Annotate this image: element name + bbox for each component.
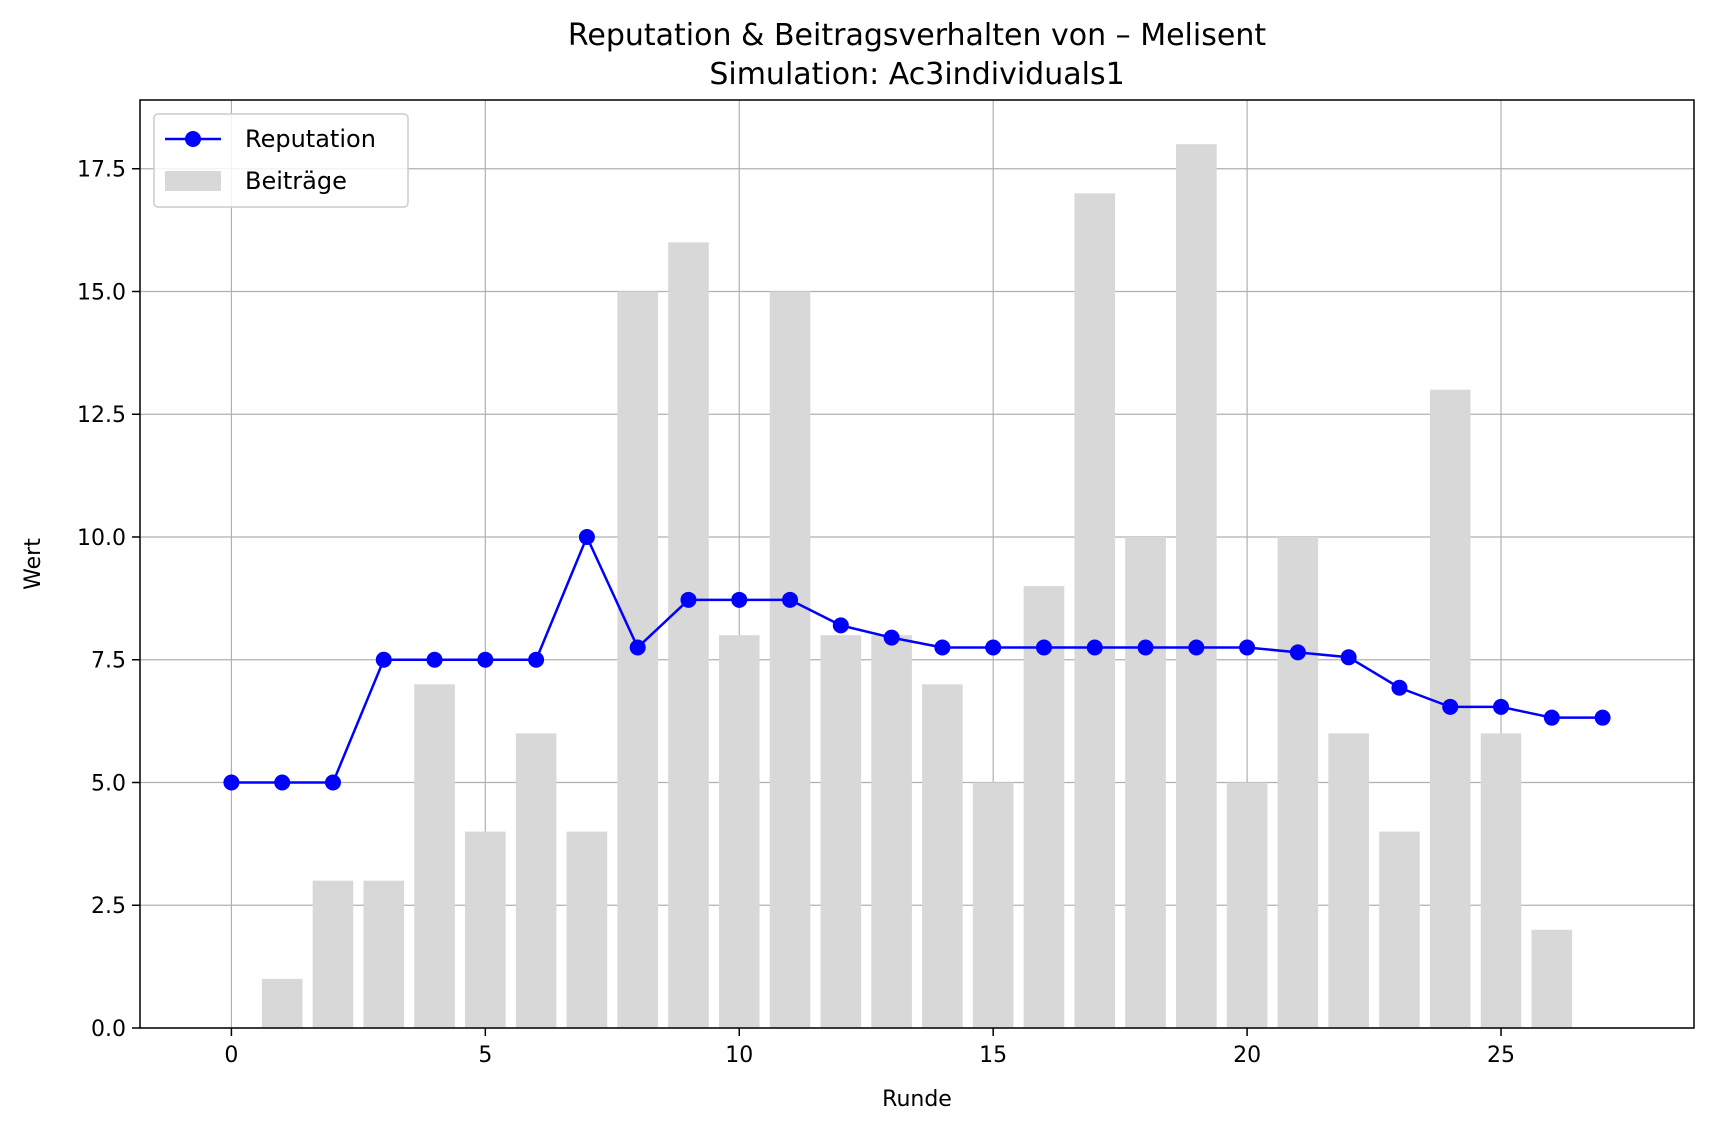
- contribution-bar: [465, 831, 506, 1028]
- reputation-point: [1289, 644, 1306, 661]
- chart-title: Reputation & Beitragsverhalten von – Mel…: [568, 18, 1266, 53]
- contribution-bar: [566, 831, 608, 1028]
- contribution-bar: [1531, 929, 1573, 1028]
- reputation-line: [231, 535, 1603, 784]
- contribution-bar: [1176, 144, 1217, 1028]
- reputation-point: [1391, 679, 1408, 696]
- reputation-point: [1035, 639, 1052, 656]
- y-axis-label: Wert: [21, 538, 46, 590]
- legend-reputation-label: Reputation: [245, 125, 376, 153]
- contribution-bar: [1125, 536, 1166, 1028]
- reputation-point: [832, 617, 849, 634]
- y-tick-label: 15.0: [77, 280, 126, 305]
- contribution-bar: [1074, 193, 1116, 1028]
- contribution-bar: [312, 880, 354, 1028]
- reputation-point: [223, 774, 240, 791]
- x-tick-label: 15: [979, 1043, 1007, 1068]
- contribution-bar: [1226, 782, 1268, 1028]
- reputation-point: [782, 591, 799, 608]
- y-axis-ticks: 0.0 2.5 5.0 7.5 10.0 12.5 15.0 17.5: [77, 158, 140, 1042]
- contribution-bar: [617, 291, 658, 1028]
- reputation-point: [426, 651, 443, 668]
- contribution-bar: [972, 782, 1014, 1028]
- legend-contributions-swatch: [165, 171, 221, 191]
- contribution-bar: [1023, 586, 1065, 1028]
- x-tick-label: 20: [1233, 1043, 1261, 1068]
- y-tick-label: 0.0: [91, 1017, 126, 1042]
- chart-subtitle: Simulation: Ac3individuals1: [709, 57, 1124, 92]
- contribution-bar: [414, 684, 455, 1028]
- contribution-bar: [820, 635, 862, 1028]
- y-tick-label: 5.0: [91, 771, 126, 796]
- contribution-bar: [922, 684, 963, 1028]
- reputation-series: [223, 528, 1611, 791]
- reputation-point: [1340, 649, 1357, 666]
- reputation-point: [1543, 709, 1560, 726]
- contribution-bar: [363, 880, 405, 1028]
- legend: Reputation Beiträge: [153, 113, 409, 208]
- contribution-bar: [1379, 831, 1420, 1028]
- x-axis-label: Runde: [882, 1087, 952, 1112]
- reputation-point: [731, 591, 748, 608]
- reputation-point: [477, 651, 494, 668]
- reputation-point: [883, 629, 900, 646]
- y-tick-label: 10.0: [77, 526, 126, 551]
- y-tick-label: 2.5: [91, 894, 126, 919]
- reputation-point: [1594, 709, 1611, 726]
- reputation-point: [1239, 639, 1256, 656]
- y-tick-label: 12.5: [77, 403, 126, 428]
- x-tick-label: 0: [224, 1043, 238, 1068]
- reputation-point: [578, 528, 595, 545]
- reputation-point: [375, 651, 392, 668]
- contribution-bar: [1328, 733, 1369, 1028]
- contribution-bar: [1277, 536, 1319, 1028]
- reputation-point: [1137, 639, 1154, 656]
- contribution-bar: [515, 733, 557, 1028]
- reputation-point: [680, 591, 697, 608]
- contribution-bar: [668, 242, 709, 1028]
- x-axis-ticks: 0 5 10 15 20 25: [224, 1028, 1515, 1068]
- reputation-point: [629, 639, 646, 656]
- contribution-bar: [769, 291, 811, 1028]
- reputation-point: [934, 639, 951, 656]
- legend-contributions-label: Beiträge: [245, 167, 347, 195]
- contribution-bar: [1480, 733, 1522, 1028]
- reputation-point: [1188, 639, 1205, 656]
- reputation-point: [274, 774, 291, 791]
- y-tick-label: 17.5: [77, 158, 126, 183]
- contribution-bar: [261, 978, 303, 1028]
- y-tick-label: 7.5: [91, 649, 126, 674]
- reputation-point: [1493, 698, 1510, 715]
- contribution-bar: [871, 635, 912, 1028]
- reputation-point: [1086, 639, 1103, 656]
- reputation-point: [985, 639, 1002, 656]
- plot-frame: [139, 99, 1695, 1029]
- x-tick-label: 25: [1487, 1043, 1515, 1068]
- reputation-point: [528, 651, 545, 668]
- x-tick-label: 10: [725, 1043, 753, 1068]
- x-tick-label: 5: [478, 1043, 492, 1068]
- reputation-point: [1442, 698, 1459, 715]
- reputation-point: [324, 774, 341, 791]
- contribution-bar: [718, 635, 760, 1028]
- legend-reputation-marker: [185, 131, 201, 147]
